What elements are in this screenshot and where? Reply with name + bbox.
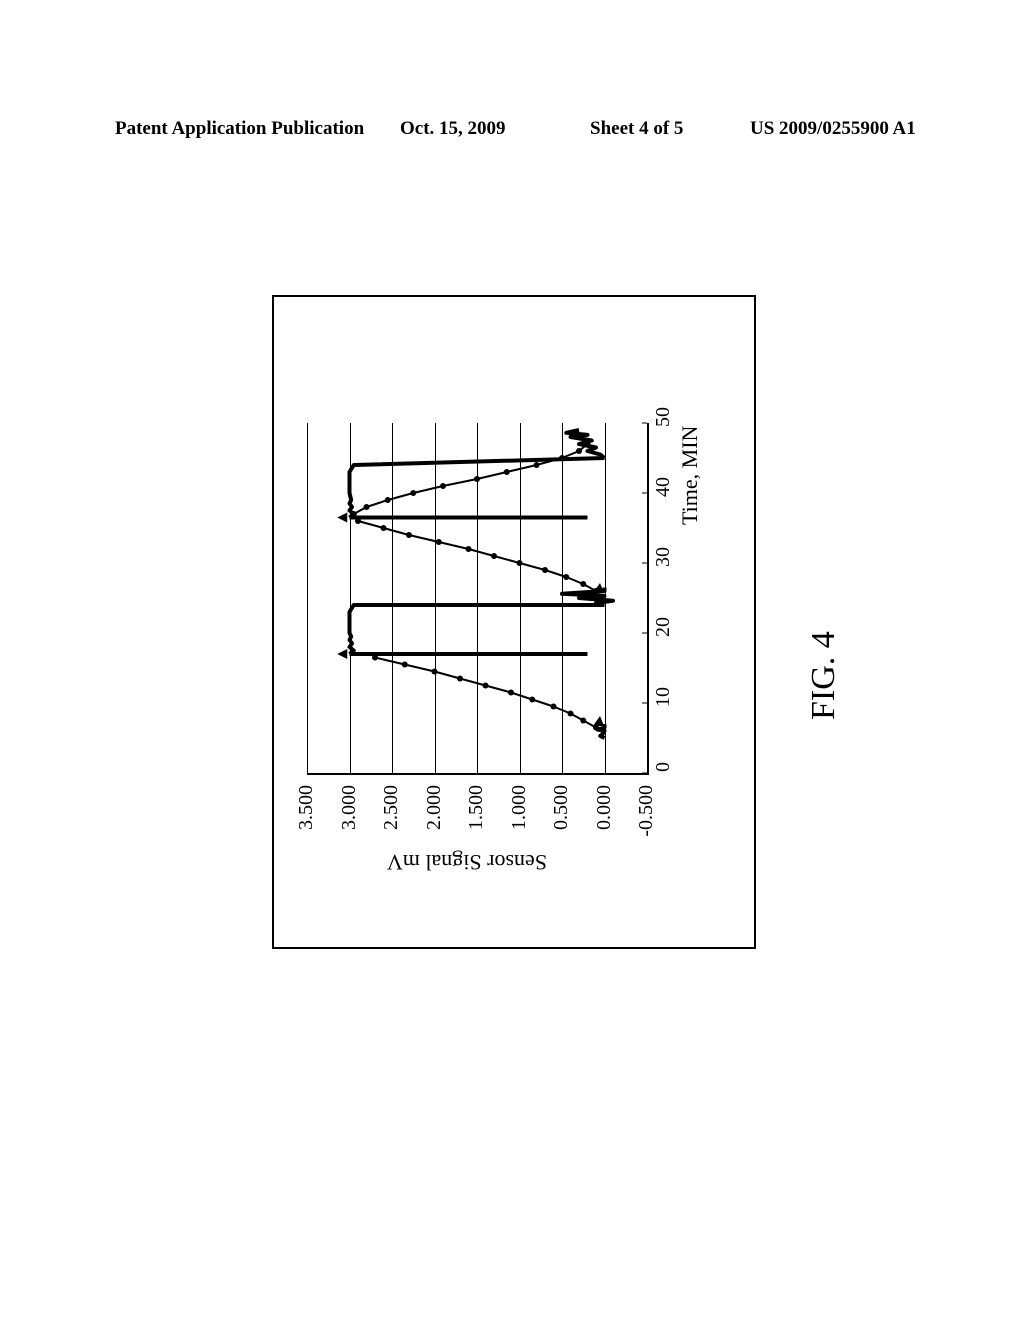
x-tick-label: 20 <box>652 607 675 647</box>
gridline <box>435 423 436 773</box>
chart: Sensor Signal mV Time, MIN -0.5000.0000.… <box>287 395 737 845</box>
y-tick-label: 1.000 <box>508 785 531 845</box>
header-sheet: Sheet 4 of 5 <box>590 118 683 140</box>
gridline <box>520 423 521 773</box>
x-axis-label: Time, MIN <box>677 426 703 525</box>
header-title: Patent Application Publication <box>115 118 364 140</box>
y-tick-label: 0.500 <box>550 785 573 845</box>
plot-area <box>307 423 649 775</box>
y-tick-label: 3.000 <box>338 785 361 845</box>
y-axis-label: Sensor Signal mV <box>387 849 547 875</box>
x-tick-label: 40 <box>652 467 675 507</box>
gridline <box>350 423 351 773</box>
gridline <box>307 423 308 773</box>
y-tick-label: -0.500 <box>635 785 658 845</box>
y-tick-label: 0.000 <box>593 785 616 845</box>
figure-caption: FIG. 4 <box>805 631 843 720</box>
gridline <box>605 423 606 773</box>
gridline <box>477 423 478 773</box>
x-tick-label: 0 <box>652 747 675 787</box>
header-date: Oct. 15, 2009 <box>400 118 506 140</box>
header-pubno: US 2009/0255900 A1 <box>750 118 916 140</box>
x-tick-label: 50 <box>652 397 675 437</box>
y-tick-label: 1.500 <box>465 785 488 845</box>
y-tick-label: 3.500 <box>295 785 318 845</box>
y-tick-label: 2.000 <box>423 785 446 845</box>
page: Patent Application Publication Oct. 15, … <box>0 0 1024 1320</box>
x-tick-label: 30 <box>652 537 675 577</box>
gridline <box>392 423 393 773</box>
x-tick-label: 10 <box>652 677 675 717</box>
y-tick-label: 2.500 <box>380 785 403 845</box>
gridline <box>562 423 563 773</box>
